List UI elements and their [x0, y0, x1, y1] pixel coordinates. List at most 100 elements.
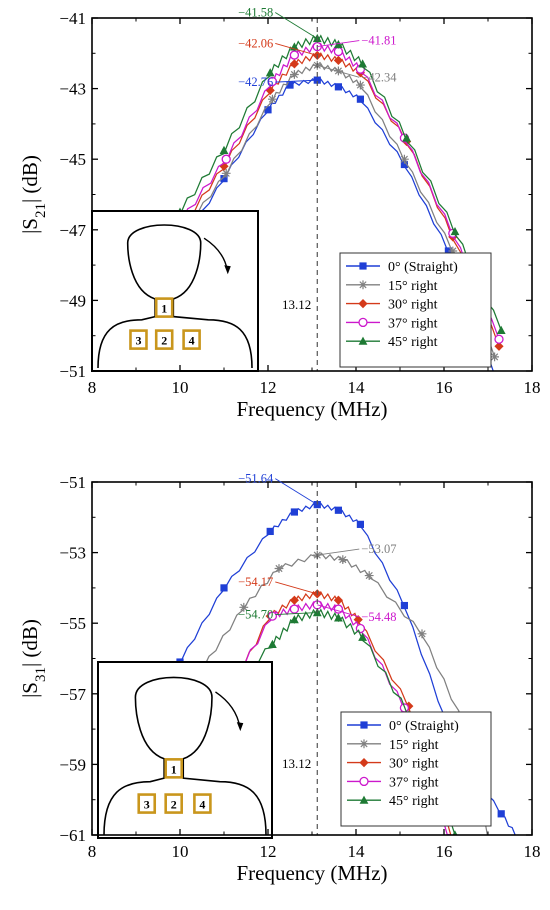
data-point: [290, 70, 299, 79]
data-point: [333, 595, 343, 605]
inset-frame: [97, 661, 273, 839]
legend-entry: 0° (Straight): [347, 719, 459, 734]
annotation-leader: [275, 42, 318, 56]
peak-annotation: −53.07: [317, 542, 396, 556]
data-point: [448, 246, 458, 256]
data-point: [490, 352, 499, 362]
data-point: [286, 81, 294, 89]
sensor-pad: 3: [137, 793, 157, 814]
y-tick-label: −49: [59, 291, 86, 310]
series-line: [161, 552, 489, 835]
legend: 0° (Straight) 15° right 30° right 37° right…: [339, 252, 492, 368]
sensor-pad: 2: [154, 329, 174, 350]
legend-label: 15° right: [389, 738, 439, 753]
x-tick-label: 10: [172, 378, 189, 397]
inset: 1 3 2 4: [97, 661, 273, 839]
y-tick-label: −47: [59, 221, 86, 240]
data-point: [400, 154, 409, 164]
legend-label: 15° right: [388, 279, 438, 294]
data-point: [452, 830, 458, 835]
legend-entry: 45° right: [346, 335, 438, 350]
sensor-pad-label: 1: [171, 762, 177, 776]
data-point: [239, 602, 249, 612]
data-point: [356, 520, 364, 528]
data-point: [220, 584, 228, 592]
data-point: [358, 59, 367, 68]
x-axis-label: Frequency (MHz): [236, 861, 387, 885]
y-axis-label-base: |S: [18, 218, 42, 234]
y-tick-label: −51: [59, 362, 86, 381]
data-point: [497, 810, 505, 818]
data-point: [450, 226, 460, 236]
legend: 0° (Straight) 15° right 30° right 37° right…: [340, 711, 492, 827]
data-point: [338, 555, 348, 565]
data-point: [358, 632, 367, 641]
inset-arrow-head: [224, 265, 231, 275]
annotation-label: −41.58: [238, 5, 273, 19]
legend-swatch-marker: [359, 262, 367, 270]
sensor-pad: 3: [129, 329, 148, 350]
legend-frame: [339, 252, 492, 368]
sensor-pad-label: 2: [161, 334, 167, 348]
y-axis-label-base: |S: [18, 682, 42, 698]
peak-annotation: −42.34: [317, 64, 397, 84]
legend-swatch-marker: [358, 317, 368, 328]
data-point: [264, 106, 272, 114]
legend-frame: [340, 711, 492, 827]
x-tick-label: 10: [172, 842, 189, 861]
annotation-leader: [275, 581, 318, 595]
data-point: [220, 175, 228, 183]
data-point: [221, 168, 231, 178]
series-line: [179, 34, 502, 331]
sensor-pad-frame: [129, 329, 148, 350]
inset: 1 3 2 4: [91, 210, 259, 372]
peak-annotation: −54.17: [238, 575, 318, 595]
data-point: [402, 133, 411, 142]
data-point: [289, 604, 300, 614]
legend-swatch-marker: [359, 795, 369, 804]
sensor-pad-label: 3: [135, 334, 141, 348]
x-tick-label: 18: [524, 842, 541, 861]
legend-label: 30° right: [388, 298, 438, 313]
legend-swatch-marker: [359, 758, 369, 768]
sensor-pad-frame: [154, 329, 174, 350]
data-point: [289, 59, 299, 69]
y-tick-label: −61: [59, 826, 86, 845]
inset-arrow-head: [236, 722, 244, 732]
data-point: [364, 571, 374, 580]
sensor-pad-frame: [154, 297, 174, 318]
y-tick-label: −43: [59, 80, 86, 99]
legend-label: 45° right: [388, 335, 438, 350]
peak-annotation: −41.58: [238, 5, 318, 39]
sensor-pad: 2: [164, 793, 183, 814]
annotation-leader: [317, 64, 360, 78]
inset-body-outline: [103, 676, 267, 836]
legend-entry: 37° right: [347, 775, 439, 790]
annotation-label: −54.70: [238, 608, 273, 622]
y-axis-label: |S21| (dB): [18, 155, 49, 234]
x-tick-label: 18: [524, 378, 541, 397]
chart-panel: 1 3 2 4 8 10 12 14 16 18 −51 −53 −55 −57 −59 −61 Frequen…: [18, 472, 541, 885]
sensor-pad: 4: [193, 793, 212, 814]
data-point: [334, 506, 342, 514]
annotation-label: −42.06: [238, 36, 273, 50]
y-axis-label-tail: | (dB): [18, 619, 42, 667]
data-point: [219, 145, 229, 154]
sensor-pad: 4: [182, 329, 201, 350]
peak-annotations: −51.64 −53.07 −54.17 −54.48 −54.70: [238, 472, 396, 624]
legend-swatch-marker: [359, 776, 369, 787]
data-point: [494, 341, 504, 351]
series-line: [179, 62, 496, 358]
y-tick-label: −59: [59, 755, 86, 774]
legend-swatch-marker: [358, 299, 368, 309]
data-point: [268, 94, 277, 104]
data-point: [400, 601, 408, 610]
data-point: [333, 55, 343, 65]
legend-entry: 30° right: [347, 757, 439, 772]
x-tick-label: 16: [436, 842, 453, 861]
annotation-leader: [275, 478, 318, 505]
data-point: [221, 154, 231, 164]
annotation-label: −51.64: [238, 472, 274, 486]
y-tick-label: −55: [59, 614, 86, 633]
